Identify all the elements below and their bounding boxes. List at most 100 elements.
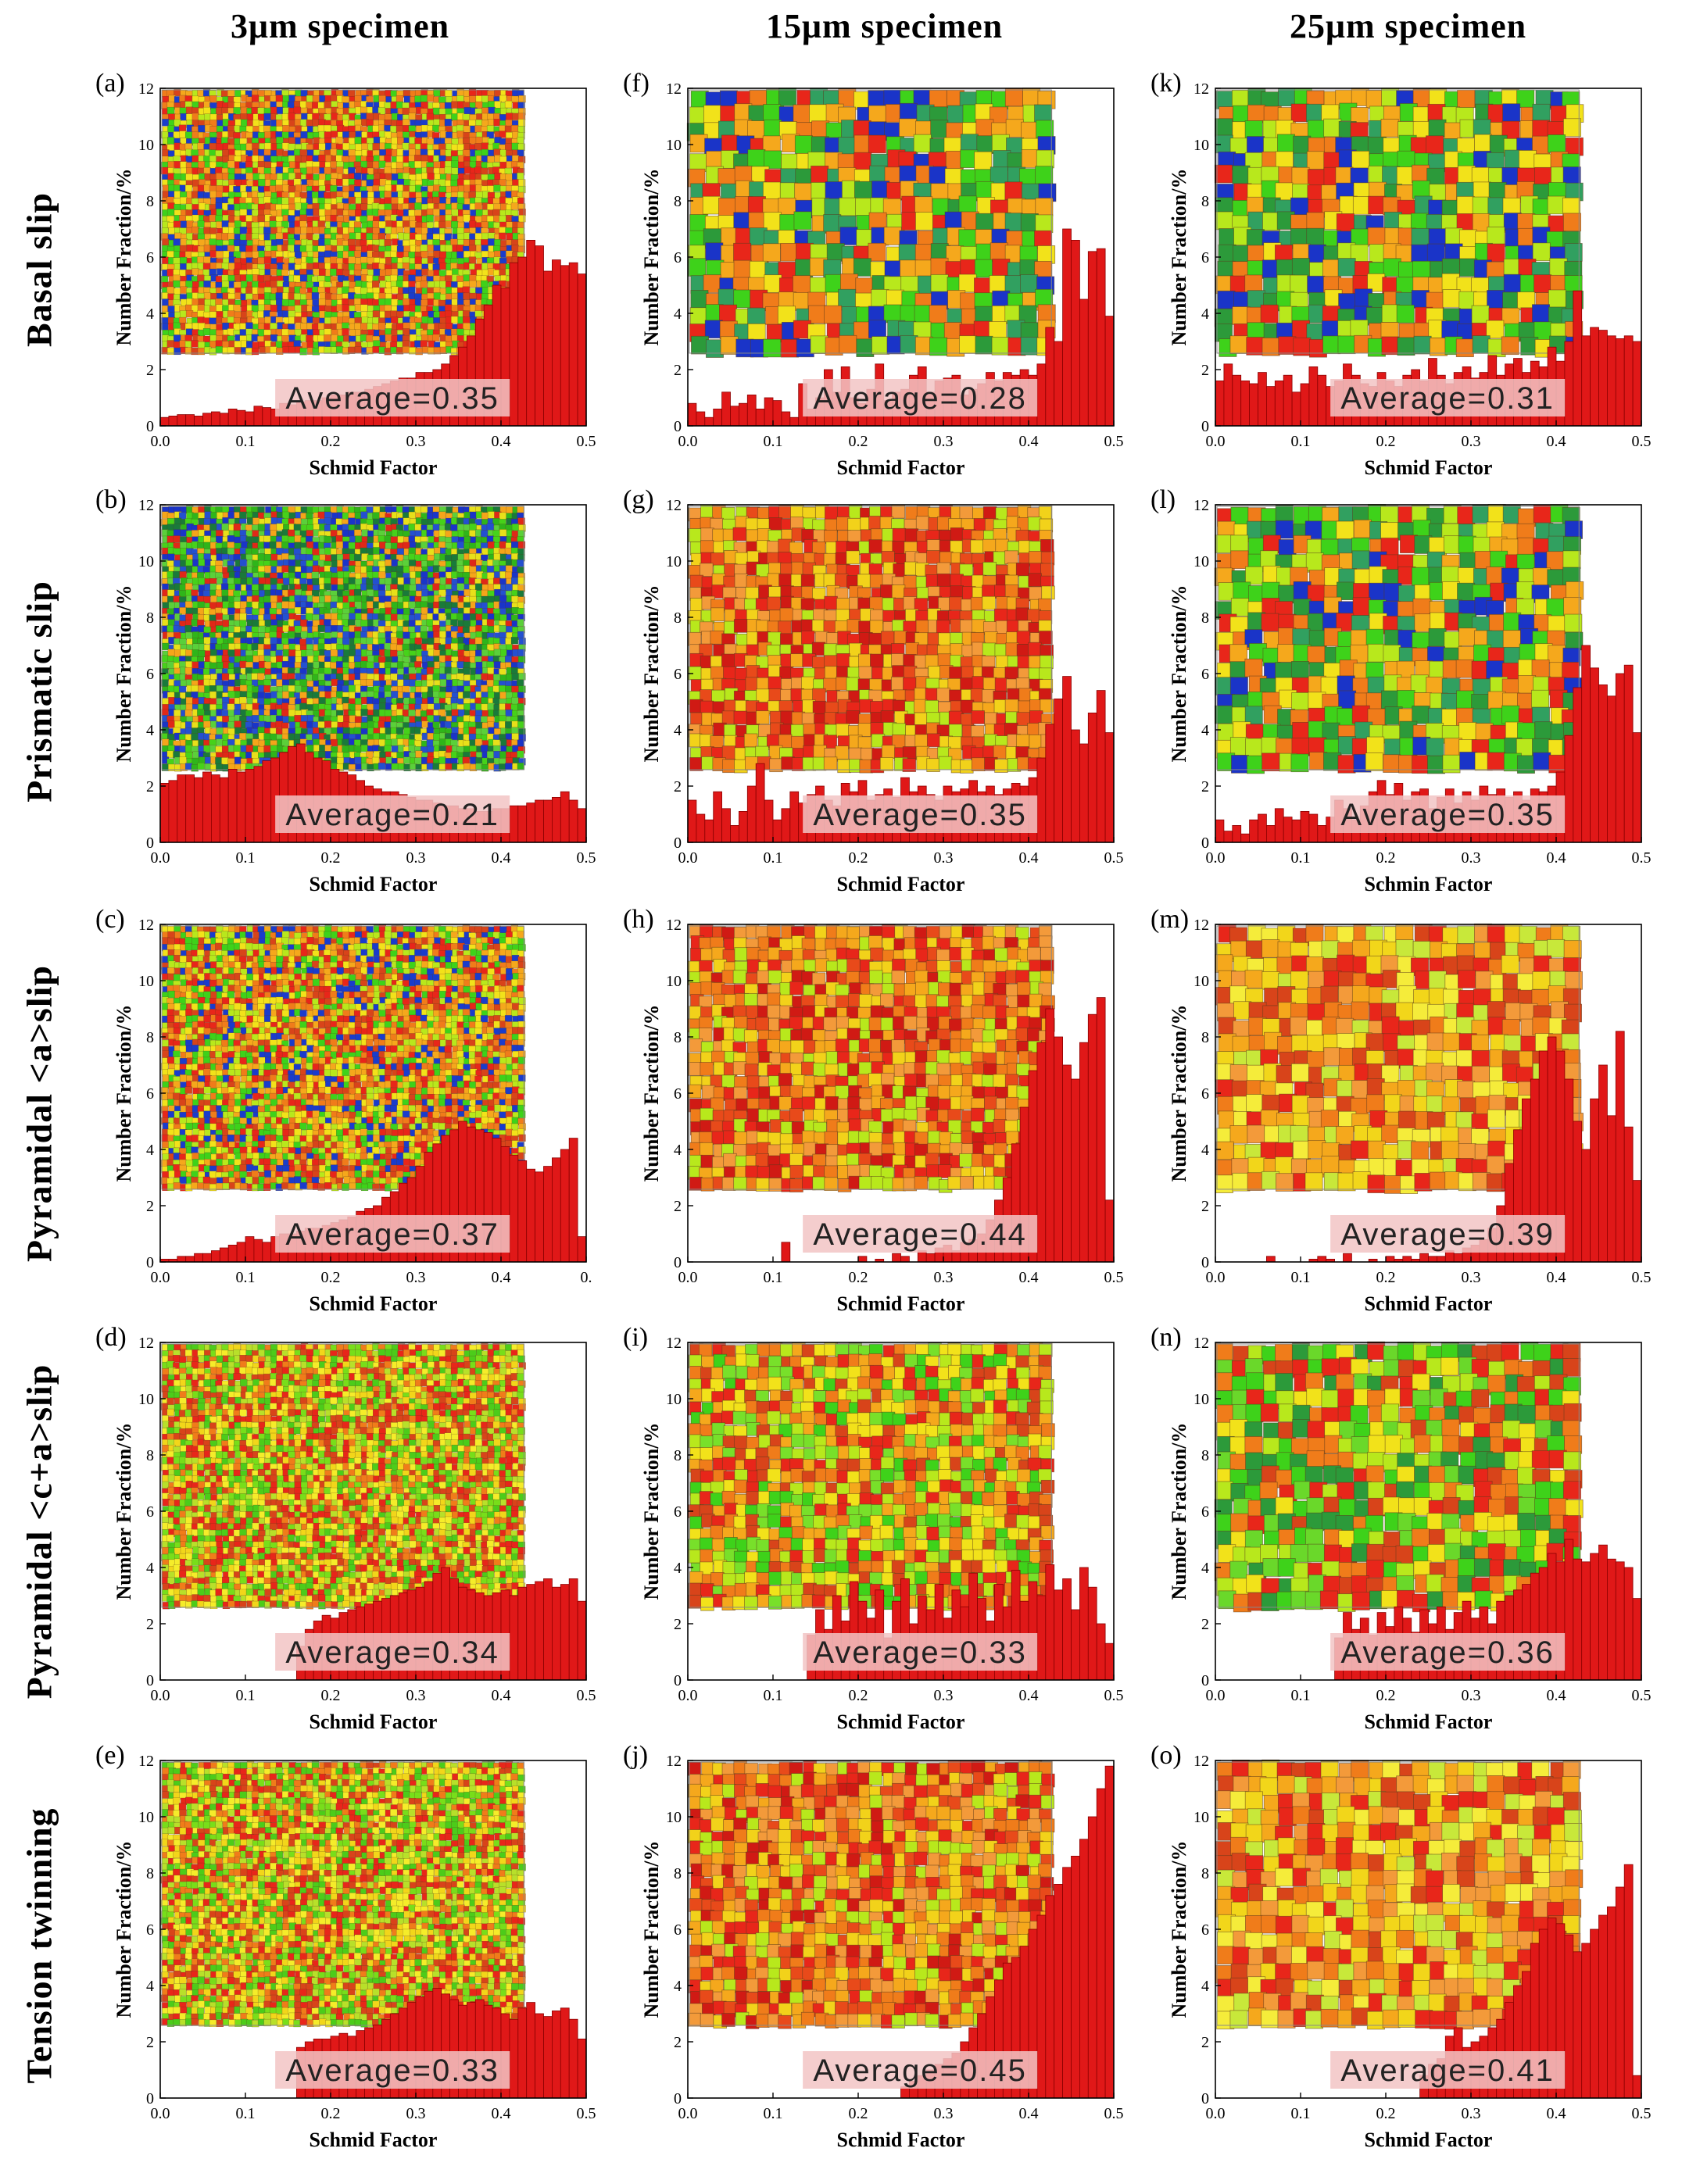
bar <box>1087 1013 1097 1263</box>
y-tick-label: 2 <box>674 1198 682 1215</box>
bar <box>1283 817 1293 843</box>
y-tick-label: 4 <box>146 1560 154 1577</box>
x-axis-label: Schmid Factor <box>837 2129 965 2151</box>
bar <box>560 265 570 427</box>
bar <box>1265 1256 1276 1263</box>
y-tick-label: 6 <box>1201 1503 1209 1521</box>
bar <box>1062 676 1072 843</box>
bar <box>1317 824 1327 843</box>
chart-svg: 0 2 4 6 8 10 12 0.0 0.1 0.2 0.3 0.4 0.5 Schmid Factor… <box>623 1741 1124 2151</box>
bar <box>1079 1839 1089 2099</box>
bar <box>509 1154 519 1263</box>
bar <box>1581 1561 1591 1681</box>
x-tick-label: 0.4 <box>492 1687 511 1704</box>
y-tick-label: 10 <box>666 973 682 990</box>
y-tick-label: 10 <box>1194 553 1209 570</box>
y-tick-label: 12 <box>666 917 682 934</box>
x-tick-label: 0.3 <box>934 2105 954 2122</box>
bar <box>1249 819 1258 843</box>
average-label: Average=0.31 <box>1340 381 1554 416</box>
y-tick-label: 8 <box>1201 1447 1209 1464</box>
y-tick-label: 0 <box>1201 1672 1209 1689</box>
y-tick-label: 0 <box>1201 1254 1209 1271</box>
bar <box>755 408 765 427</box>
chart-panel-d: 0 2 4 6 8 10 12 0.0 0.1 0.2 0.3 0.4 0.5 Schmid Factor… <box>86 1321 617 1758</box>
y-tick-label: 4 <box>674 1978 682 1995</box>
x-tick-label: 0.1 <box>1291 849 1311 867</box>
x-tick-label: 0.1 <box>764 2105 783 2122</box>
x-tick-label: 0.4 <box>1547 1687 1566 1704</box>
bar <box>1581 645 1591 843</box>
y-tick-label: 4 <box>1201 1142 1209 1159</box>
x-tick-label: 0.4 <box>492 433 511 450</box>
y-axis-label: Number Fraction/% <box>113 585 135 763</box>
y-tick-label: 6 <box>146 249 154 266</box>
bar <box>1087 251 1097 427</box>
x-tick-label: 0.1 <box>236 2105 256 2122</box>
x-tick-label: 0.0 <box>151 1269 170 1286</box>
x-tick-label: 0.2 <box>321 1269 341 1286</box>
x-tick-label: 0.0 <box>1206 433 1226 450</box>
panel-label: (a) <box>95 69 125 98</box>
bar <box>1623 1126 1634 1263</box>
y-tick-label: 2 <box>674 362 682 379</box>
bar <box>535 1581 544 1681</box>
y-tick-label: 0 <box>674 2090 682 2107</box>
x-tick-label: 0.1 <box>1291 2105 1311 2122</box>
bar <box>1573 290 1583 427</box>
ebsd-map <box>160 88 526 356</box>
bar <box>1598 1064 1608 1263</box>
x-tick-label: 0.0 <box>151 2105 170 2122</box>
y-tick-label: 0 <box>146 2090 154 2107</box>
bar <box>781 1242 791 1263</box>
bar <box>227 408 238 427</box>
bar <box>1573 1951 1583 2099</box>
bar <box>1607 695 1616 843</box>
bar <box>1215 380 1225 427</box>
y-tick-label: 8 <box>1201 1029 1209 1046</box>
chart-svg: 0 2 4 6 8 10 12 0.0 0.1 0.2 0.3 0.4 0.5 Schmid Factor… <box>623 905 1124 1315</box>
panel-label: (k) <box>1151 69 1182 98</box>
bar <box>543 1578 553 1681</box>
y-tick-label: 10 <box>138 137 154 154</box>
bar <box>1045 1564 1055 1681</box>
x-tick-label: 0.4 <box>1019 2105 1039 2122</box>
bar <box>1598 684 1608 843</box>
bar <box>1623 1864 1634 2099</box>
bar <box>509 2018 519 2099</box>
row-title-tension-twinning: Tension twinning <box>19 1807 59 2084</box>
x-tick-label: 0.2 <box>1376 2105 1396 2122</box>
bar <box>1240 380 1250 427</box>
bar <box>168 415 178 427</box>
bar <box>772 400 782 427</box>
bar <box>245 1236 255 1263</box>
bar <box>730 406 739 427</box>
x-tick-label: 0.4 <box>1019 1269 1039 1286</box>
x-tick-label: 0.2 <box>321 849 341 867</box>
average-box <box>1330 795 1566 833</box>
panel-label: (i) <box>623 1323 648 1352</box>
average-label: Average=0.37 <box>285 1217 499 1252</box>
y-tick-label: 8 <box>146 609 154 627</box>
x-tick-label: 0. <box>581 1269 592 1286</box>
row-title-pyramidal-ca: Pyramidal <c+a>slip <box>19 1364 59 1700</box>
bar <box>568 799 578 843</box>
x-tick-label: 0.3 <box>1462 1687 1481 1704</box>
x-tick-label: 0.1 <box>764 433 783 450</box>
y-tick-label: 10 <box>666 1809 682 1826</box>
y-tick-label: 6 <box>146 666 154 683</box>
bar <box>509 262 519 427</box>
column-title-3um: 3μm specimen <box>231 7 450 45</box>
average-label: Average=0.35 <box>1340 798 1554 832</box>
x-tick-label: 0.1 <box>1291 433 1311 450</box>
x-tick-label: 0.5 <box>1632 1687 1652 1704</box>
y-axis-label: Number Fraction/% <box>113 1423 135 1600</box>
x-tick-label: 0.4 <box>492 2105 511 2122</box>
y-axis-label: Number Fraction/% <box>640 169 663 346</box>
bar <box>696 813 706 843</box>
chart-panel-e: 0 2 4 6 8 10 12 0.0 0.1 0.2 0.3 0.4 0.5 Schmid Factor… <box>86 1739 617 2176</box>
y-tick-label: 0 <box>674 835 682 852</box>
average-box <box>803 379 1038 416</box>
chart-panel-o: 0 2 4 6 8 10 12 0.0 0.1 0.2 0.3 0.4 0.5 Schmid Factor… <box>1141 1739 1673 2176</box>
average-label: Average=0.35 <box>813 798 1026 832</box>
